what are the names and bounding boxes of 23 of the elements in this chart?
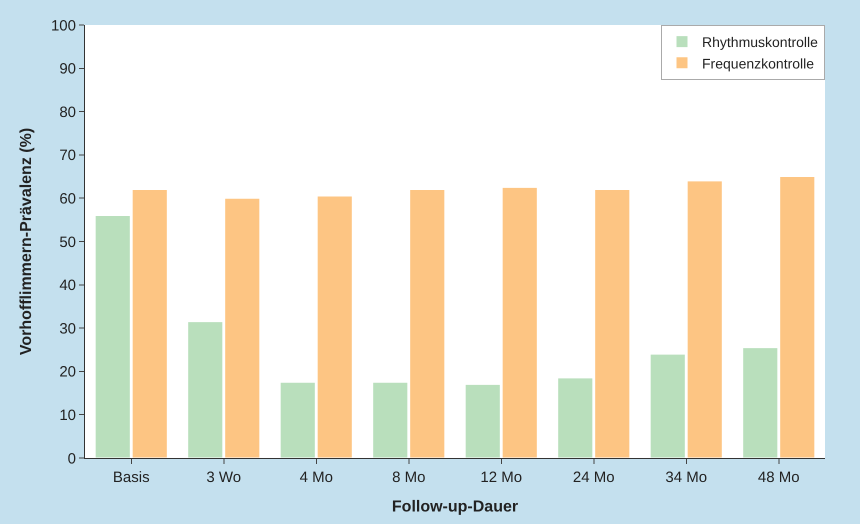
x-tick-label: 48 Mo <box>758 469 800 486</box>
y-tick-label: 0 <box>68 450 76 468</box>
x-tick-label: 3 Wo <box>206 469 242 486</box>
y-tick-label: 90 <box>59 60 76 78</box>
x-axis-title: Follow-up-Dauer <box>392 498 518 516</box>
y-tick-label: 80 <box>59 104 76 121</box>
x-tick-label: 24 Mo <box>572 469 615 486</box>
y-tick-label: 70 <box>59 147 76 164</box>
x-tick-label: 4 Mo <box>300 469 333 486</box>
legend-label: Frequenzkontrolle <box>702 55 814 72</box>
y-tick-label: 20 <box>59 364 76 381</box>
y-tick-label: 10 <box>59 406 76 424</box>
y-tick-label: 30 <box>59 320 76 338</box>
legend-label: Rhythmuskontrolle <box>702 34 818 50</box>
y-tick-label: 50 <box>59 234 76 251</box>
x-tick-label: 12 Mo <box>480 469 522 486</box>
x-tick-label: Basis <box>112 469 150 486</box>
y-tick-label: 40 <box>59 277 76 294</box>
x-tick-label: 8 Mo <box>392 469 426 486</box>
y-tick-label: 100 <box>50 17 76 34</box>
x-tick-label: 34 Mo <box>665 469 708 486</box>
y-tick-label: 60 <box>59 190 76 208</box>
y-axis-title: Vorhofflimmern-Prävalenz (%) <box>18 128 35 356</box>
